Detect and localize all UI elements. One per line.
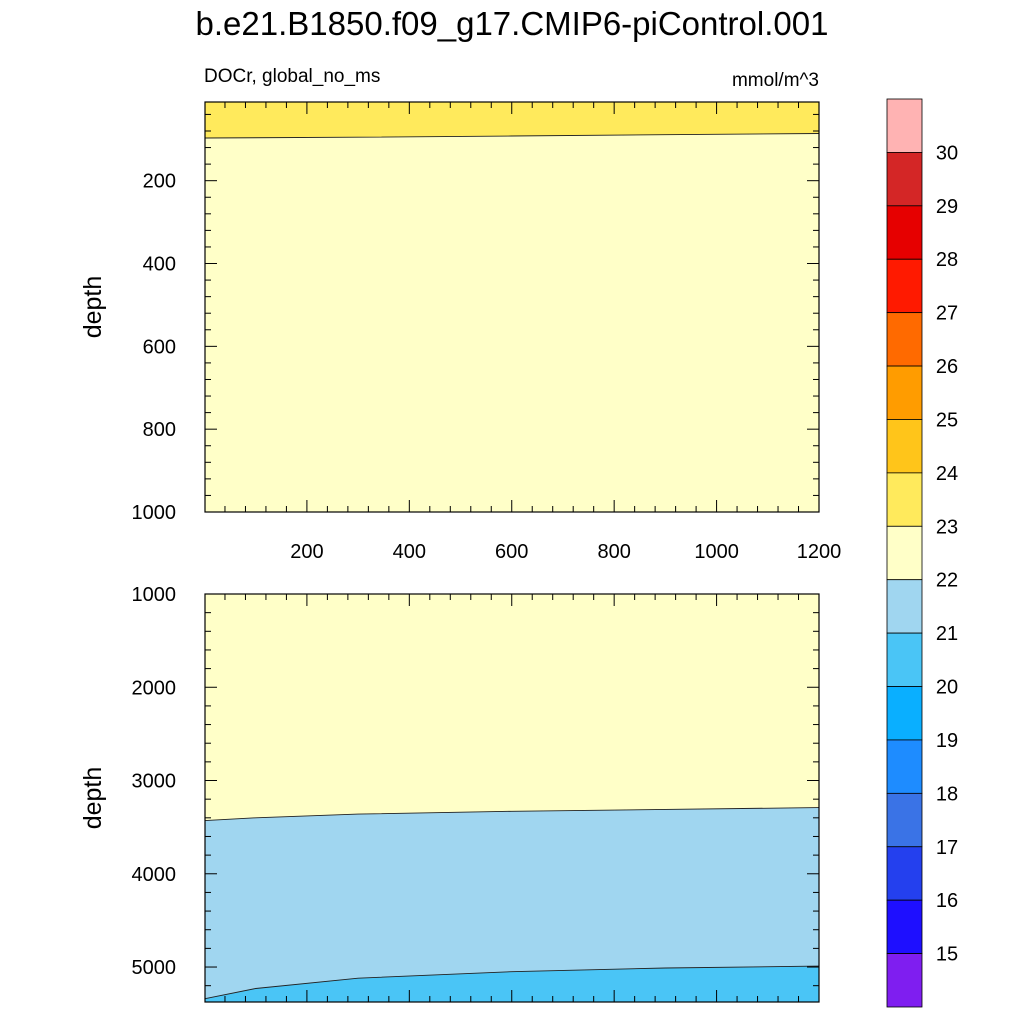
contour-line-22 xyxy=(204,807,820,822)
contour-fill-23 xyxy=(205,102,819,138)
colorbar: 15 16 17 18 19 20 21 22 23 24 25 26 27 28 29 30 xyxy=(886,98,958,1008)
y-tick-label: 400 xyxy=(143,254,176,276)
chart-title: b.e21.B1850.f09_g17.CMIP6-piControl.001 xyxy=(196,5,829,42)
x-tick-label: 1200 xyxy=(797,541,842,563)
colorbar-label: 22 xyxy=(936,570,958,592)
colorbar-label: 24 xyxy=(936,463,958,485)
colorbar-label: 21 xyxy=(936,623,958,645)
colorbar-label: 25 xyxy=(936,409,958,431)
colorbar-label: 15 xyxy=(936,944,958,966)
x-tick-label: 400 xyxy=(393,541,426,563)
x-tick-label: 800 xyxy=(597,541,630,563)
contour-line-23 xyxy=(204,133,820,139)
colorbar-swatch xyxy=(886,899,923,954)
contour-fill-22 xyxy=(205,102,819,512)
colorbar-label: 18 xyxy=(936,783,958,805)
y-tick-label: 1000 xyxy=(132,502,177,524)
y-tick-label: 1000 xyxy=(132,584,177,606)
colorbar-label: 20 xyxy=(936,677,958,699)
colorbar-label: 17 xyxy=(936,837,958,859)
x-tick-label: 1000 xyxy=(694,541,739,563)
x-tick-label: 200 xyxy=(290,541,323,563)
colorbar-swatch xyxy=(886,686,923,741)
colorbar-swatch xyxy=(886,152,923,207)
y-tick-label: 2000 xyxy=(132,677,177,699)
colorbar-label: 28 xyxy=(936,249,958,271)
y-tick-label: 5000 xyxy=(132,957,177,979)
y-tick-label: 200 xyxy=(143,171,176,193)
colorbar-label: 23 xyxy=(936,516,958,538)
colorbar-swatch xyxy=(886,365,923,420)
variable-label: DOCr, global_no_ms xyxy=(204,66,380,87)
colorbar-swatch xyxy=(886,258,923,314)
colorbar-swatch xyxy=(886,419,923,474)
y-tick-label: 800 xyxy=(143,419,176,441)
colorbar-swatch xyxy=(886,472,923,527)
colorbar-label: 19 xyxy=(936,730,958,752)
colorbar-label: 16 xyxy=(936,890,958,912)
x-tick-label: 600 xyxy=(495,541,528,563)
colorbar-swatch xyxy=(886,579,923,634)
colorbar-label: 26 xyxy=(936,356,958,378)
upper-ocean-panel: 200 400 600 800 1000 200 400 600 800 1000 1200 dept… xyxy=(79,101,842,563)
y-tick-label: 600 xyxy=(143,336,176,358)
y-tick-label: 4000 xyxy=(132,864,177,886)
colorbar-swatch xyxy=(886,205,923,260)
colorbar-swatch xyxy=(886,632,923,687)
colorbar-swatch xyxy=(886,312,923,367)
contour-fill-22 xyxy=(205,594,819,821)
contour-line-21 xyxy=(204,965,820,1000)
colorbar-swatch xyxy=(886,525,923,581)
deep-ocean-panel: 1000 2000 3000 4000 5000 depth xyxy=(79,584,820,1003)
y-tick-label: 3000 xyxy=(132,771,177,793)
y-axis-label: depth xyxy=(79,767,107,830)
colorbar-label: 29 xyxy=(936,196,958,218)
colorbar-swatch xyxy=(886,98,923,153)
colorbar-label: 30 xyxy=(936,142,958,164)
units-label: mmol/m^3 xyxy=(732,70,819,91)
colorbar-swatch xyxy=(886,846,923,901)
colorbar-label: 27 xyxy=(936,303,958,325)
colorbar-swatch xyxy=(886,739,923,794)
colorbar-swatch xyxy=(886,953,923,1008)
y-axis-label: depth xyxy=(79,276,107,339)
colorbar-swatch xyxy=(886,792,923,848)
